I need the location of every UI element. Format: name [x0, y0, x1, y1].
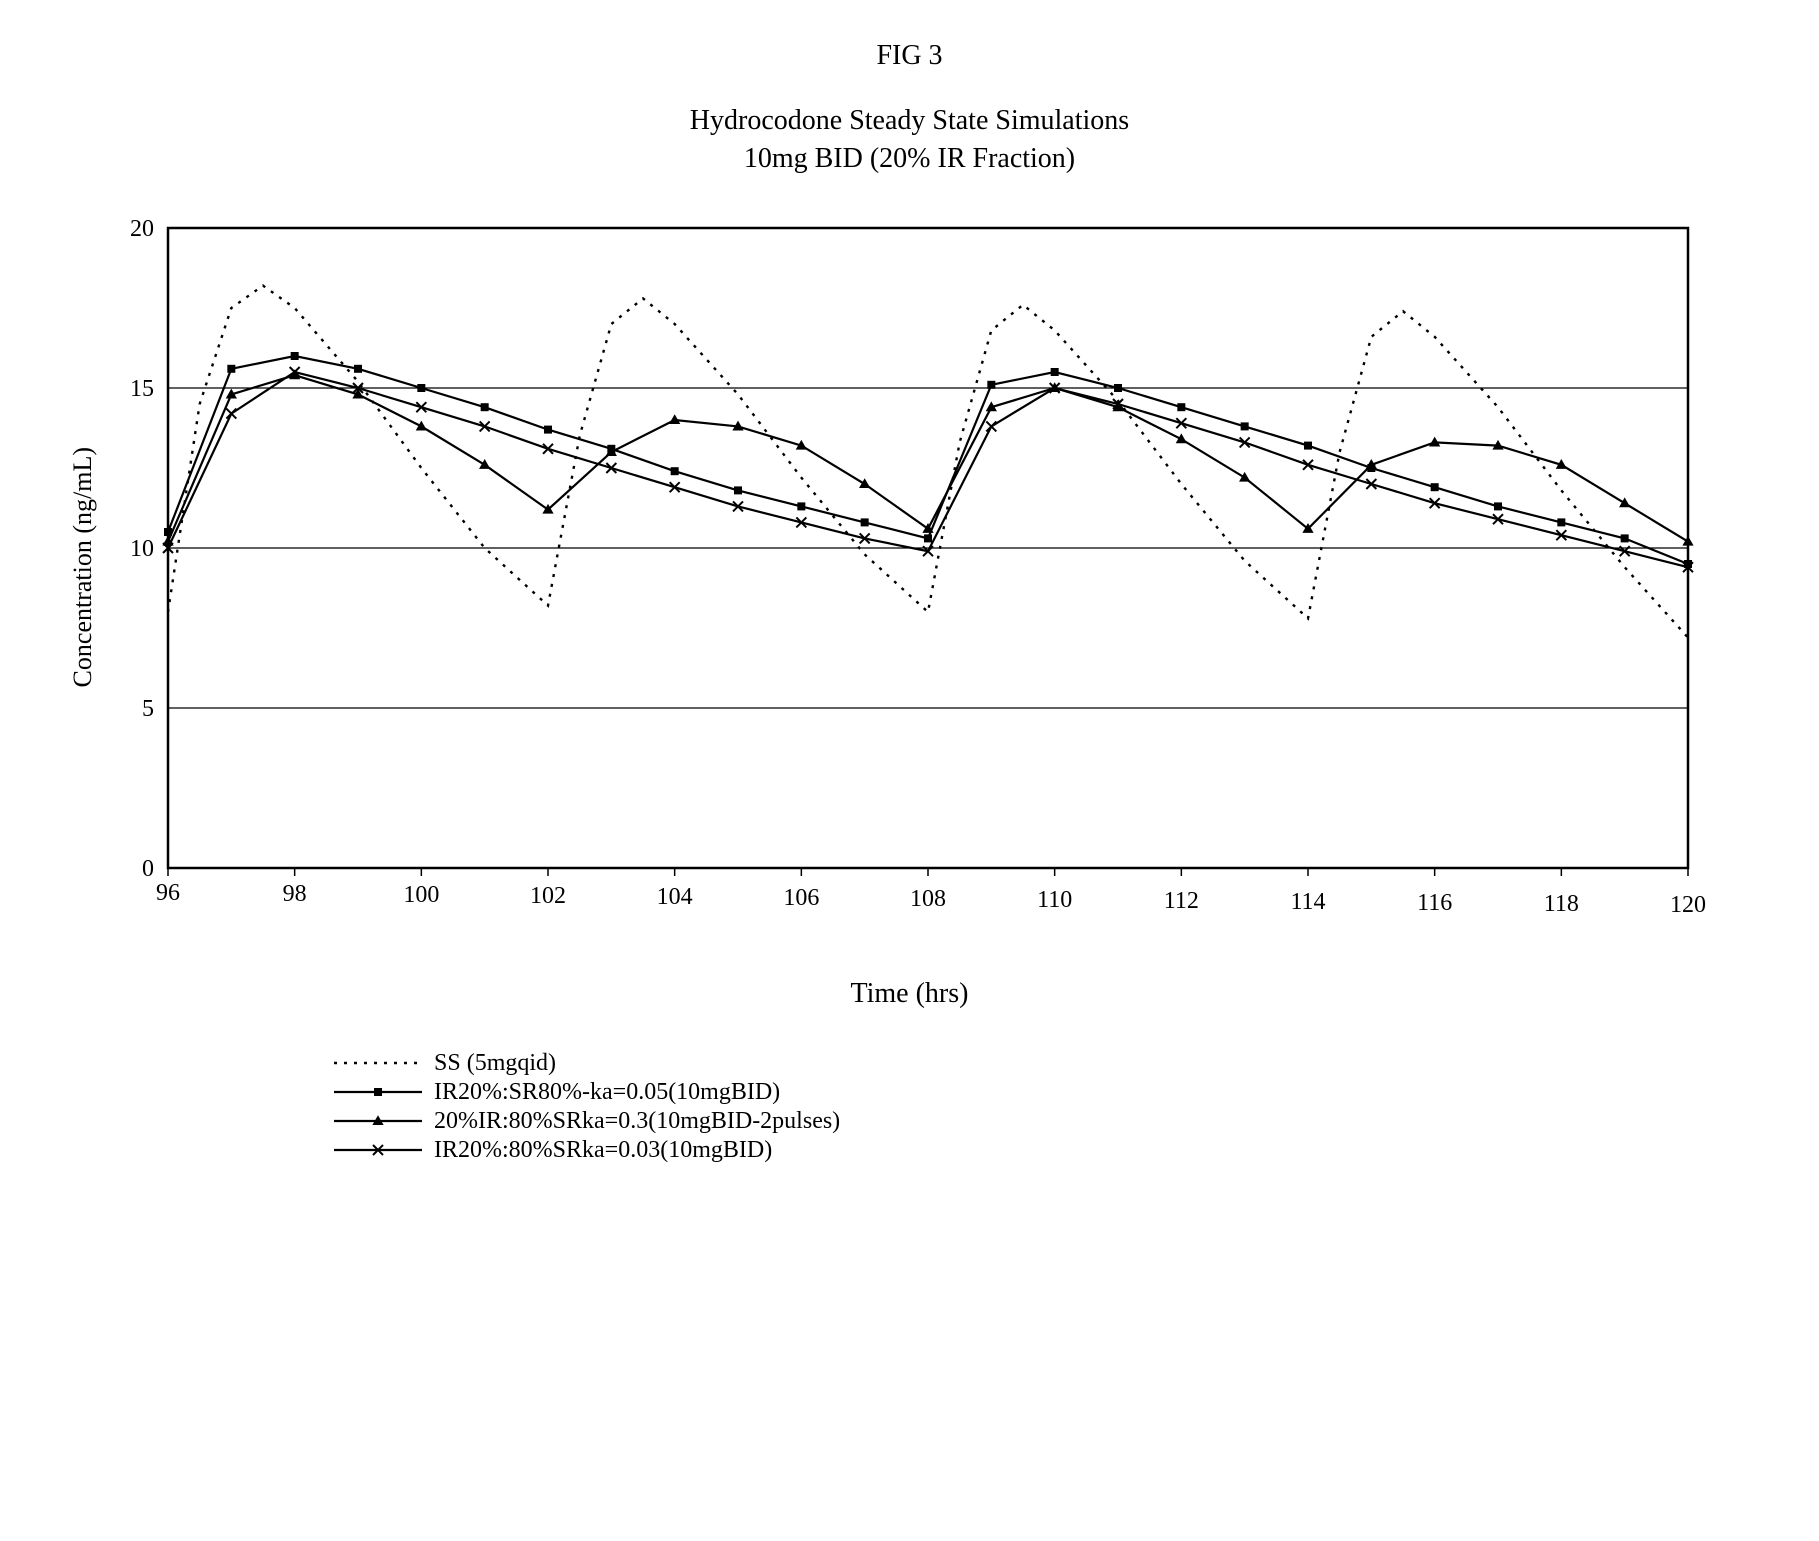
svg-text:112: 112	[1164, 888, 1199, 914]
svg-text:15: 15	[130, 376, 154, 402]
legend-row: IR20%:SR80%-ka=0.05(10mgBID)	[330, 1079, 1759, 1106]
chart-title-line1: Hydrocodone Steady State Simulations	[690, 105, 1129, 136]
svg-text:110: 110	[1037, 887, 1072, 913]
svg-text:98: 98	[283, 881, 307, 907]
legend-label: SS (5mgqid)	[434, 1050, 556, 1077]
legend-label: 20%IR:80%SRka=0.3(10mgBID-2pulses)	[434, 1108, 840, 1135]
svg-text:114: 114	[1290, 889, 1325, 915]
x-axis-label: Time (hrs)	[60, 978, 1759, 1010]
svg-text:120: 120	[1670, 892, 1706, 918]
figure-label: FIG 3	[60, 40, 1759, 72]
legend-swatch	[330, 1138, 426, 1162]
legend-swatch	[330, 1109, 426, 1133]
legend-swatch	[330, 1080, 426, 1104]
svg-text:5: 5	[142, 696, 154, 722]
legend-swatch	[330, 1051, 426, 1075]
svg-text:104: 104	[657, 884, 693, 910]
legend: SS (5mgqid)IR20%:SR80%-ka=0.05(10mgBID)2…	[330, 1050, 1759, 1164]
svg-text:102: 102	[530, 883, 566, 909]
svg-text:118: 118	[1544, 891, 1579, 917]
legend-label: IR20%:80%SRka=0.03(10mgBID)	[434, 1137, 772, 1164]
chart-title: Hydrocodone Steady State Simulations 10m…	[60, 102, 1759, 178]
svg-text:10: 10	[130, 536, 154, 562]
svg-text:106: 106	[783, 885, 819, 911]
legend-label: IR20%:SR80%-ka=0.05(10mgBID)	[434, 1079, 780, 1106]
svg-text:116: 116	[1417, 890, 1452, 916]
legend-row: IR20%:80%SRka=0.03(10mgBID)	[330, 1137, 1759, 1164]
chart-container: Concentration (ng/mL) 0 5 10 15 20 96 98 100 102…	[60, 208, 1759, 928]
svg-text:96: 96	[156, 880, 180, 906]
y-axis-label: Concentration (ng/mL)	[60, 447, 98, 687]
legend-row: SS (5mgqid)	[330, 1050, 1759, 1077]
chart-title-line2: 10mg BID (20% IR Fraction)	[744, 143, 1075, 174]
legend-row: 20%IR:80%SRka=0.3(10mgBID-2pulses)	[330, 1108, 1759, 1135]
svg-text:20: 20	[130, 216, 154, 242]
svg-text:108: 108	[910, 886, 946, 912]
chart-svg: 0 5 10 15 20 96 98 100 102 104 106 108 110 112 114 116 1…	[98, 208, 1708, 928]
svg-text:100: 100	[403, 882, 439, 908]
svg-text:0: 0	[142, 856, 154, 882]
